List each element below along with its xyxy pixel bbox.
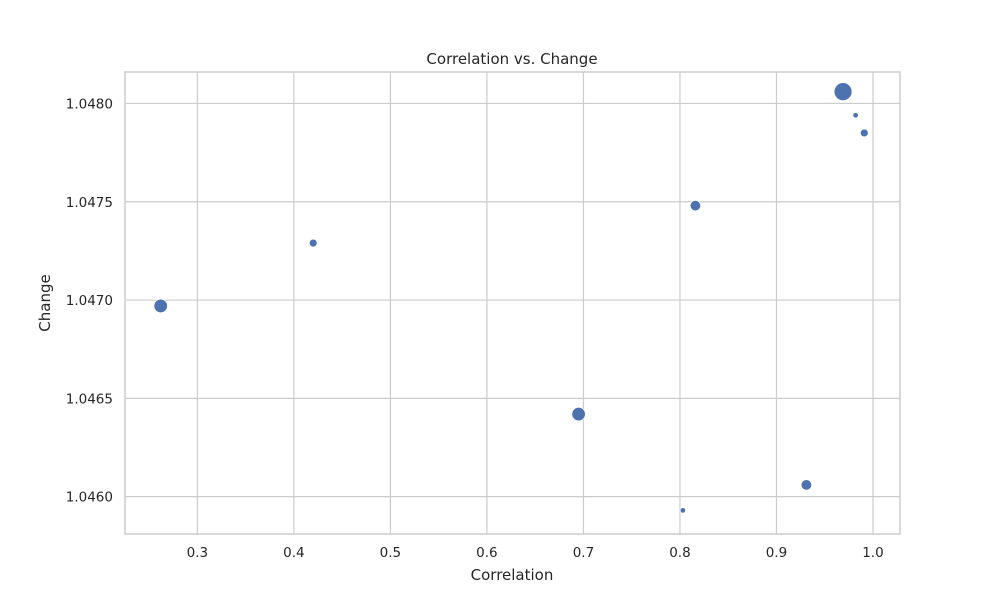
data-point: [689, 199, 702, 212]
x-tick-label: 0.3: [187, 545, 208, 561]
y-tick-label: 1.0465: [66, 391, 113, 407]
chart-title: Correlation vs. Change: [426, 50, 597, 68]
data-points: [153, 82, 869, 514]
y-tick-labels: 1.0460 1.0465 1.0470 1.0475 1.0480: [66, 96, 113, 505]
x-tick-label: 0.8: [669, 545, 690, 561]
x-tick-label: 0.6: [476, 545, 497, 561]
data-point: [308, 238, 318, 248]
y-tick-label: 1.0480: [66, 96, 113, 112]
x-tick-label: 0.5: [380, 545, 401, 561]
data-point: [571, 406, 586, 422]
y-tick-label: 1.0475: [66, 195, 113, 211]
data-point: [153, 298, 168, 314]
y-tick-label: 1.0470: [66, 293, 113, 309]
x-tick-labels: 0.3 0.4 0.5 0.6 0.7 0.8 0.9 1.0: [187, 545, 884, 561]
y-tick-label: 1.0460: [66, 490, 113, 506]
grid: [125, 72, 900, 534]
x-tick-label: 0.4: [283, 545, 304, 561]
plot-frame: [124, 71, 901, 535]
x-tick-label: 0.9: [766, 545, 787, 561]
data-point: [800, 479, 813, 491]
data-point: [679, 507, 687, 514]
x-tick-label: 1.0: [862, 545, 883, 561]
y-axis-label: Change: [36, 274, 54, 331]
x-axis-label: Correlation: [471, 566, 554, 584]
data-point: [852, 112, 859, 119]
data-point: [833, 82, 853, 102]
x-tick-label: 0.7: [573, 545, 594, 561]
data-point: [859, 128, 869, 138]
